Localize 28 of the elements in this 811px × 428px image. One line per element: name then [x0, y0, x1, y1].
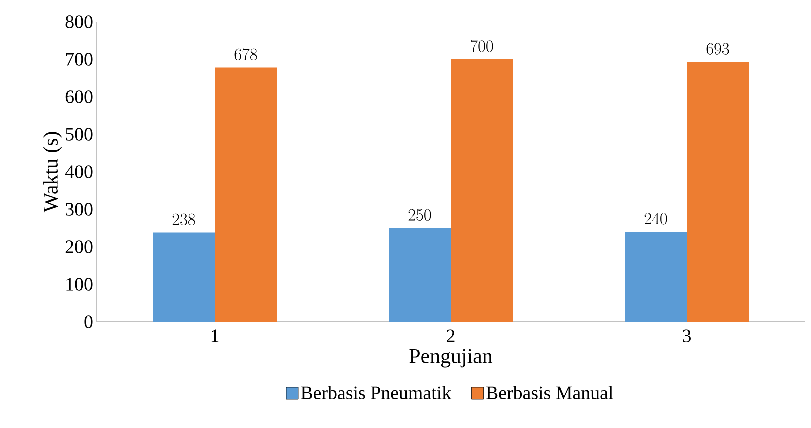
bar [451, 60, 514, 322]
y-tick-label: 0 [84, 316, 93, 328]
bar [215, 68, 277, 322]
data-label: 238 [172, 214, 196, 226]
bar [389, 228, 451, 322]
x-tick-label: 2 [447, 330, 455, 342]
bar [153, 232, 215, 322]
data-label: 678 [234, 48, 258, 61]
y-tick-label: 100 [66, 278, 93, 291]
y-tick-label: 400 [65, 166, 93, 178]
y-tick-label: 300 [66, 203, 93, 216]
data-label: 240 [644, 212, 668, 225]
bar [625, 232, 688, 322]
bar [687, 62, 750, 322]
data-label: 693 [706, 43, 730, 55]
y-tick-label: 500 [66, 128, 93, 141]
legend-label: Berbasis Pneumatik [301, 386, 452, 400]
data-label: 700 [470, 40, 494, 52]
y-tick-label: 800 [66, 16, 93, 28]
y-tick-label: 700 [66, 53, 93, 66]
y-tick-label: 200 [66, 240, 93, 254]
y-axis-title: Waktu (s) [43, 132, 62, 213]
x-tick-label: 1 [212, 330, 219, 342]
x-axis-title: Pengujian [410, 349, 493, 368]
legend-label: Berbasis Manual [486, 386, 614, 400]
y-tick-label: 600 [66, 90, 93, 104]
data-label: 250 [408, 209, 432, 222]
x-tick-label: 3 [683, 330, 691, 342]
